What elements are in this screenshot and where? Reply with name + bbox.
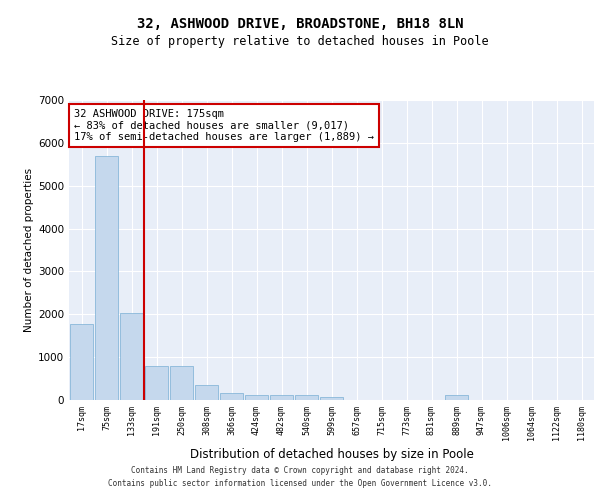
- Bar: [445, 396, 468, 400]
- Bar: [70, 324, 93, 400]
- Bar: [120, 314, 143, 400]
- Bar: [270, 395, 293, 400]
- Bar: [195, 386, 218, 400]
- Text: Size of property relative to detached houses in Poole: Size of property relative to detached ho…: [111, 35, 489, 48]
- Bar: [170, 366, 193, 400]
- Bar: [245, 395, 268, 400]
- Y-axis label: Number of detached properties: Number of detached properties: [24, 168, 34, 332]
- Text: 32 ASHWOOD DRIVE: 175sqm
← 83% of detached houses are smaller (9,017)
17% of sem: 32 ASHWOOD DRIVE: 175sqm ← 83% of detach…: [74, 109, 374, 142]
- Text: 32, ASHWOOD DRIVE, BROADSTONE, BH18 8LN: 32, ASHWOOD DRIVE, BROADSTONE, BH18 8LN: [137, 18, 463, 32]
- Text: Contains HM Land Registry data © Crown copyright and database right 2024.
Contai: Contains HM Land Registry data © Crown c…: [108, 466, 492, 487]
- Bar: [145, 366, 168, 400]
- Bar: [95, 156, 118, 400]
- Bar: [320, 396, 343, 400]
- X-axis label: Distribution of detached houses by size in Poole: Distribution of detached houses by size …: [190, 448, 473, 461]
- Bar: [220, 392, 243, 400]
- Bar: [295, 395, 318, 400]
